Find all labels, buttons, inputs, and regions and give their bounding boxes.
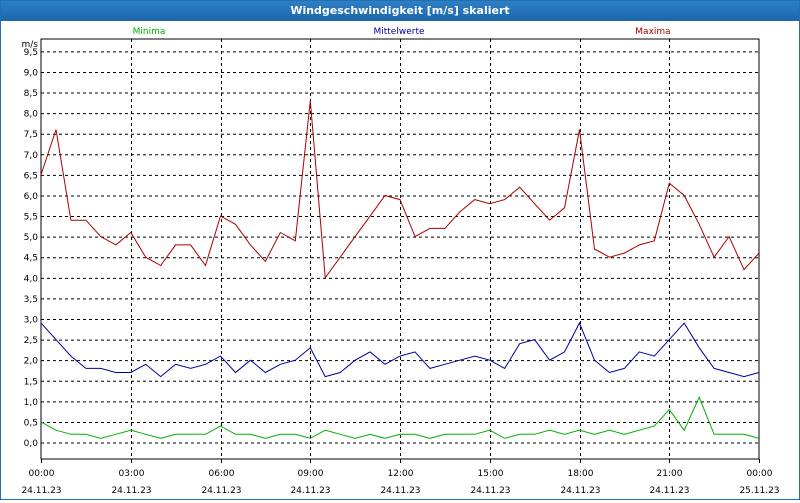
series-line-mittelwerte	[40, 321, 760, 378]
x-tick-date: 24.11.23	[111, 486, 151, 496]
y-tick-label: 0,0	[24, 439, 39, 449]
legend-mittelwerte: Mittelwerte	[373, 27, 424, 37]
y-tick-label: 0,5	[24, 418, 38, 428]
y-tick-label: 1,0	[24, 398, 39, 408]
y-tick-label: 5,0	[24, 233, 39, 243]
y-tick-label: 9,0	[24, 68, 39, 78]
y-tick-label: 2,0	[24, 357, 39, 367]
x-tick-date: 24.11.23	[560, 486, 600, 496]
legend-minima: Minima	[133, 27, 166, 37]
x-tick-time: 15:00	[478, 469, 504, 479]
x-tick-time: 06:00	[209, 469, 235, 479]
legend-maxima: Maxima	[635, 27, 670, 37]
y-tick-label: 4,0	[24, 274, 39, 284]
x-tick-date: 24.11.23	[470, 486, 510, 496]
y-tick-label: 7,0	[24, 151, 39, 161]
y-tick-label: 8,0	[24, 110, 39, 120]
series-line-maxima	[40, 100, 760, 280]
wind-speed-chart: 0,0 0,5 1,0 1,5 2,0 2,5 3,0 3,5 4,0 4,5 5,0 5,5 6,0 6…	[21, 27, 779, 496]
y-tick-label: 7,5	[24, 130, 38, 140]
y-tick-label: 2,5	[24, 336, 38, 346]
x-tick-time: 03:00	[119, 469, 145, 479]
x-tick-date: 24.11.23	[201, 486, 241, 496]
x-tick-date: 25.11.23	[739, 486, 779, 496]
x-tick-date: 24.11.23	[290, 486, 330, 496]
x-tick-time: 21:00	[657, 469, 683, 479]
chart-area: 0,0 0,5 1,0 1,5 2,0 2,5 3,0 3,5 4,0 4,5 5,0 5,5 6,0 6…	[1, 21, 799, 499]
y-tick-label: 8,5	[24, 89, 38, 99]
y-tick-label: 4,5	[24, 254, 38, 264]
title-bar: Windgeschwindigkeit [m/s] skaliert	[1, 1, 799, 21]
y-tick-label: 5,5	[24, 213, 38, 223]
y-tick-label: 6,0	[24, 192, 39, 202]
x-tick-time: 00:00	[29, 469, 55, 479]
x-tick-time: 12:00	[388, 469, 414, 479]
y-tick-label: 3,0	[24, 316, 39, 326]
x-tick-time: 09:00	[298, 469, 324, 479]
y-tick-label: 3,5	[24, 295, 38, 305]
x-tick-date: 24.11.23	[649, 486, 689, 496]
y-tick-label: 6,5	[24, 171, 38, 181]
window-title: Windgeschwindigkeit [m/s] skaliert	[290, 4, 510, 17]
series-line-minima	[40, 395, 760, 439]
y-axis-label: m/s	[22, 40, 39, 50]
x-tick-date: 24.11.23	[21, 486, 61, 496]
x-tick-date: 24.11.23	[380, 486, 420, 496]
x-tick-time: 18:00	[568, 469, 594, 479]
x-tick-time: 00:00	[747, 469, 773, 479]
y-tick-label: 1,5	[24, 377, 38, 387]
y-tick-label: 9,5	[24, 48, 38, 58]
